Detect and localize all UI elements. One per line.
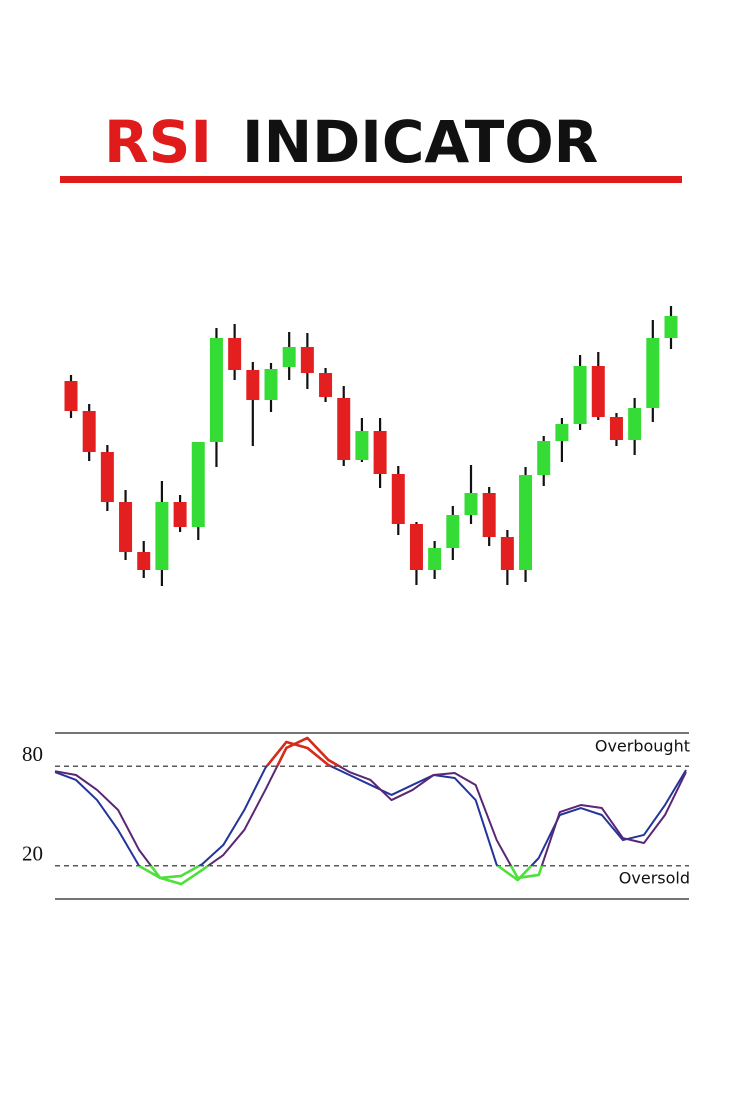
candle-body	[391, 474, 405, 524]
candle-body	[264, 369, 278, 400]
candle-body	[228, 338, 242, 370]
candle-body	[209, 338, 223, 442]
candle-body	[428, 548, 442, 570]
candle-body	[282, 347, 296, 367]
candle-body	[628, 408, 642, 440]
candle-body	[82, 411, 96, 452]
candle-body	[409, 524, 423, 570]
title-main: INDICATOR	[242, 108, 598, 176]
y-tick-label: 80	[22, 742, 43, 766]
candle-body	[519, 475, 533, 570]
candle-body	[119, 502, 133, 552]
candle-body	[373, 431, 387, 474]
title-accent: RSI	[104, 108, 212, 176]
candle-body	[64, 381, 78, 411]
candle-body	[137, 552, 151, 570]
oversold-label: Oversold	[619, 868, 690, 887]
candle-body	[609, 417, 623, 440]
candle-body	[446, 515, 460, 548]
candle-body	[246, 370, 260, 400]
candle-body	[500, 537, 514, 570]
candle-body	[555, 424, 569, 441]
candle-body	[646, 338, 660, 408]
candle-body	[355, 431, 369, 460]
title-underline	[60, 176, 682, 183]
candle-body	[482, 493, 496, 537]
candle-body	[173, 502, 187, 527]
candle-body	[664, 316, 678, 338]
candle-body	[319, 373, 333, 397]
rsi-line	[54, 740, 687, 882]
candle-body	[100, 452, 114, 502]
rsi-oversold	[149, 865, 544, 886]
candle-body	[337, 398, 351, 460]
candle-body	[464, 493, 478, 515]
candle-body	[591, 366, 605, 417]
overbought-label: Overbought	[595, 737, 690, 756]
candle-body	[155, 502, 169, 570]
y-tick-label: 20	[22, 842, 43, 866]
candle-body	[537, 441, 551, 475]
candle-body	[300, 347, 314, 373]
candle-body	[191, 442, 205, 527]
candle-body	[573, 366, 587, 424]
